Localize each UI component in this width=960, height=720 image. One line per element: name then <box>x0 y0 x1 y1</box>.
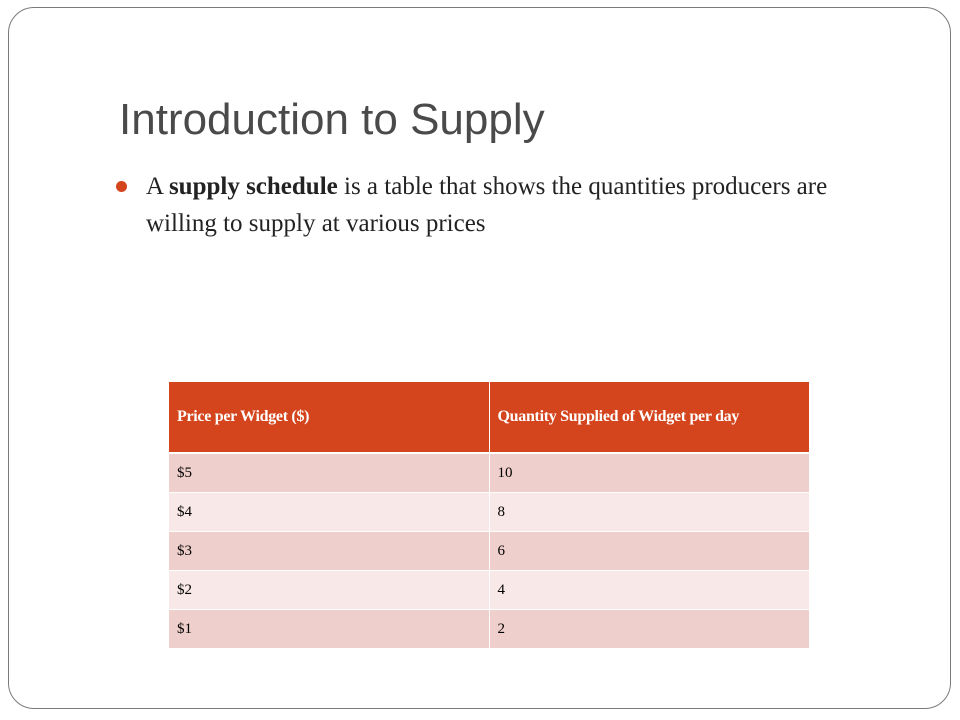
price-cell: $2 <box>169 570 489 610</box>
header-quantity: Quantity Supplied of Widget per day <box>488 382 809 453</box>
quantity-cell: 2 <box>488 609 809 648</box>
bullet-list: A supply schedule is a table that shows … <box>114 168 874 242</box>
table-row: $3 6 <box>169 531 809 571</box>
price-cell: $4 <box>169 492 489 532</box>
header-price: Price per Widget ($) <box>169 382 489 453</box>
quantity-cell: 10 <box>488 452 809 493</box>
table-row: $4 8 <box>169 492 809 532</box>
price-cell: $1 <box>169 609 489 648</box>
bullet-text-end: is a table that shows the quantities pro… <box>146 173 828 237</box>
table-row: $1 2 <box>169 609 809 648</box>
quantity-cell: 6 <box>488 531 809 571</box>
table-row: $2 4 <box>169 570 809 610</box>
table-header-row: Price per Widget ($) Quantity Supplied o… <box>169 382 809 453</box>
bullet-bold-term: supply schedule <box>168 173 338 200</box>
bullet-text-start: A <box>146 173 169 200</box>
bullet-dot-icon <box>116 181 127 192</box>
quantity-cell: 4 <box>488 570 809 610</box>
slide-title: Introduction to Supply <box>119 95 545 144</box>
slide-frame: Introduction to Supply A supply schedule… <box>8 7 951 709</box>
quantity-cell: 8 <box>488 492 809 532</box>
table-row: $5 10 <box>169 452 809 493</box>
supply-schedule-table: Price per Widget ($) Quantity Supplied o… <box>169 382 809 648</box>
price-cell: $5 <box>169 452 489 493</box>
bullet-item: A supply schedule is a table that shows … <box>114 168 874 242</box>
price-cell: $3 <box>169 531 489 571</box>
